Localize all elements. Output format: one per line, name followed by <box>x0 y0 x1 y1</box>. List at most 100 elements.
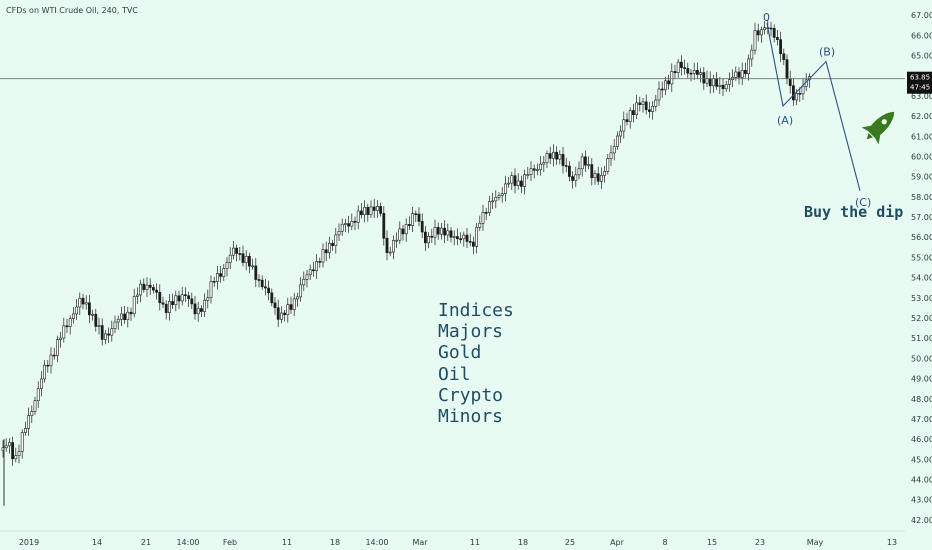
candle-body <box>667 80 671 85</box>
candle-body <box>225 262 229 269</box>
candle-body <box>596 173 600 182</box>
candle-body <box>273 302 277 308</box>
y-tick-label: 67.00 <box>911 11 932 20</box>
elliott-wave: 0 (A) (B) (C) <box>763 11 871 209</box>
candle-body <box>241 253 245 263</box>
candle-body <box>542 162 546 165</box>
candle-body <box>49 354 53 367</box>
candle-body <box>372 206 376 211</box>
candle-body <box>507 182 511 185</box>
candle-body <box>491 200 495 203</box>
candle-body <box>487 201 491 214</box>
candle-body <box>283 312 287 316</box>
candle-body <box>391 240 395 253</box>
candle-body <box>91 314 95 316</box>
candle-body <box>171 301 175 305</box>
price-tag-background <box>907 71 932 94</box>
candle-body <box>343 223 347 225</box>
price-tag-countdown: 47:45 <box>910 84 930 92</box>
candle-body <box>548 153 552 159</box>
list-item-majors[interactable]: Majors <box>438 321 503 342</box>
candle-body <box>168 301 171 313</box>
candle-body <box>148 284 152 288</box>
candle-body <box>555 151 559 160</box>
list-item-indices[interactable]: Indices <box>438 300 514 321</box>
market-list: Indices Majors Gold Oil Crypto Minors <box>438 300 514 427</box>
candle-body <box>798 93 802 95</box>
candle-body <box>88 302 91 316</box>
candle-body <box>679 61 683 68</box>
candle-body <box>603 171 607 176</box>
candle-body <box>545 153 549 164</box>
candle-body <box>471 241 475 247</box>
candle-body <box>257 279 261 281</box>
candle-body <box>446 230 450 236</box>
candle-body <box>737 71 741 78</box>
candle-body <box>708 78 712 87</box>
candle-body <box>174 295 178 305</box>
candle-body <box>695 70 699 75</box>
candle-body <box>295 296 299 300</box>
candle-body <box>452 236 456 238</box>
candle-body <box>705 78 709 84</box>
candle-body <box>647 109 651 112</box>
x-tick-label: 25 <box>565 538 575 547</box>
candle-body <box>443 227 447 236</box>
candle-body <box>788 78 792 86</box>
candle-body <box>30 411 34 416</box>
y-tick-label: 43.00 <box>911 496 932 505</box>
candle-body <box>683 67 687 69</box>
y-tick-label: 42.00 <box>911 516 932 525</box>
y-axis: 42.00 43.00 44.00 45.00 46.00 47.00 48.00 49.00… <box>911 11 932 525</box>
candle-body <box>427 235 431 244</box>
candle-body <box>407 224 411 226</box>
candle-body <box>276 307 280 320</box>
y-tick-label: 50.00 <box>911 354 932 363</box>
candle-body <box>164 303 168 313</box>
candle-body <box>609 152 613 159</box>
candle-body <box>670 71 674 85</box>
y-tick-label: 52.00 <box>911 314 932 323</box>
candle-body <box>155 289 159 293</box>
candle-body <box>81 297 85 305</box>
candle-body <box>4 445 8 449</box>
candle-body <box>462 234 466 240</box>
candle-body <box>331 242 335 246</box>
x-tick-label: 14:00 <box>365 538 388 547</box>
y-tick-label: 55.00 <box>911 253 932 262</box>
candle-body <box>459 238 463 241</box>
candle-body <box>222 268 226 277</box>
candle-body <box>228 254 232 263</box>
candle-body <box>622 119 626 132</box>
candle-body <box>772 28 776 38</box>
candle-body <box>561 154 565 166</box>
x-tick-label: 14:00 <box>176 538 199 547</box>
candle-body <box>558 154 562 160</box>
list-item-gold[interactable]: Gold <box>438 342 481 363</box>
candle-body <box>420 221 424 233</box>
candle-body <box>327 242 331 254</box>
candle-body <box>702 72 706 84</box>
price-tag: 63.85 47:45 <box>907 71 932 94</box>
y-tick-label: 59.00 <box>911 173 932 182</box>
candle-body <box>39 378 43 389</box>
candle-body <box>686 68 690 74</box>
x-tick-label: 18 <box>330 538 340 547</box>
list-item-oil[interactable]: Oil <box>438 364 471 385</box>
candle-body <box>123 313 127 321</box>
candle-body <box>711 78 715 87</box>
candle-body <box>340 223 344 232</box>
list-item-crypto[interactable]: Crypto <box>438 385 503 406</box>
candle-body <box>363 206 367 216</box>
candle-body <box>100 325 104 340</box>
candle-body <box>619 130 623 137</box>
candle-body <box>567 165 571 177</box>
candle-body <box>625 119 629 123</box>
candle-body <box>72 313 75 319</box>
candle-body <box>251 265 255 268</box>
candle-body <box>663 80 667 91</box>
wave-label-b: (B) <box>819 46 835 59</box>
list-item-minors[interactable]: Minors <box>438 406 503 427</box>
candle-body <box>350 220 354 227</box>
